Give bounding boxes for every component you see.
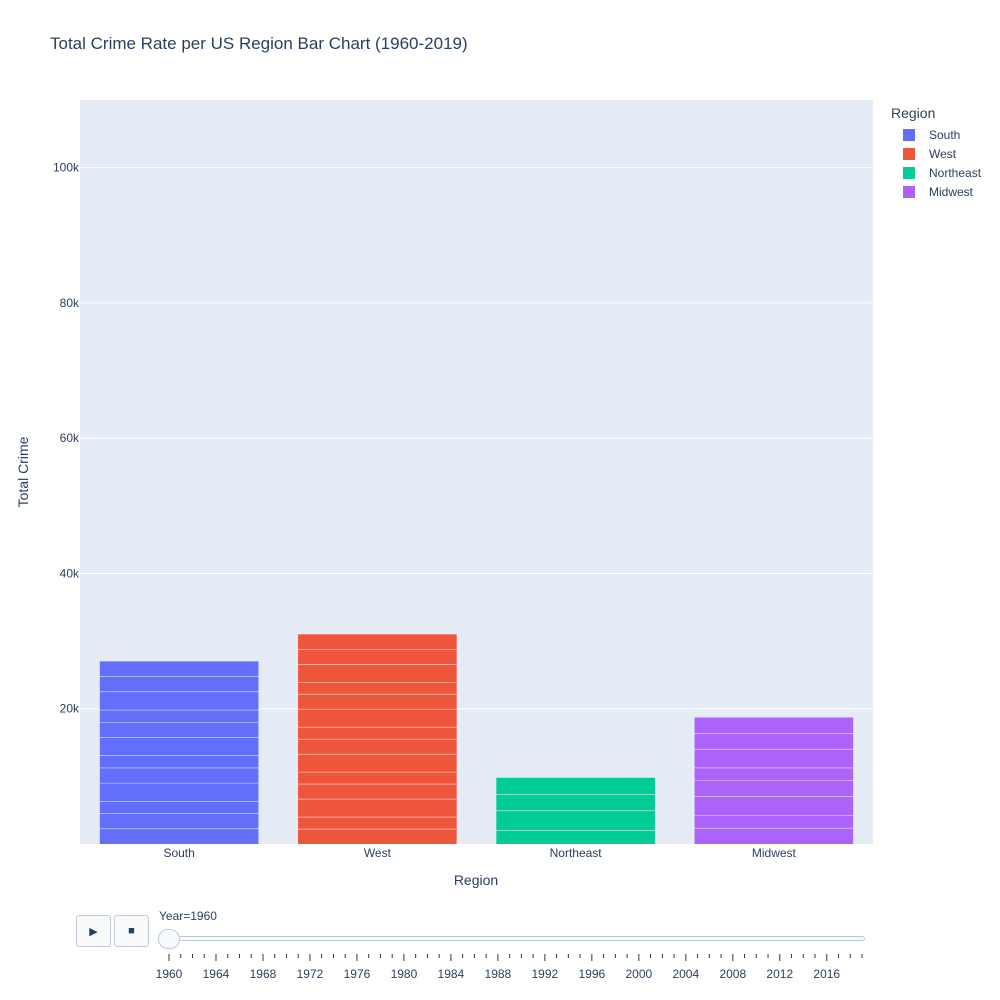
- bar-south[interactable]: [99, 661, 259, 844]
- bar[interactable]: [99, 661, 259, 844]
- legend-item-northeast[interactable]: Northeast: [891, 163, 981, 182]
- play-button[interactable]: ▶: [76, 915, 111, 947]
- slider-tick-label: 1964: [203, 967, 230, 981]
- play-icon: ▶: [89, 925, 98, 938]
- slider-tick-label: 1968: [250, 967, 277, 981]
- legend-label: West: [929, 146, 957, 161]
- slider-tick-label: 1960: [156, 967, 183, 981]
- legend-swatch: [903, 166, 915, 179]
- slider-tick-label: 2016: [813, 967, 840, 981]
- slider-tick-label: 1984: [438, 967, 465, 981]
- bar-west[interactable]: [298, 634, 457, 844]
- slider-tick-label: 1972: [297, 967, 324, 981]
- slider-tick-label: 1980: [391, 967, 418, 981]
- legend-item-west[interactable]: West: [891, 144, 981, 163]
- year-slider-handle[interactable]: [158, 929, 180, 949]
- slider-tick-label: 2008: [719, 967, 746, 981]
- legend-item-south[interactable]: South: [891, 125, 981, 144]
- y-axis-label: Total Crime: [15, 436, 31, 507]
- legend-swatch: [903, 185, 915, 198]
- slider-tick-label: 2012: [766, 967, 793, 981]
- chart-title: Total Crime Rate per US Region Bar Chart…: [50, 34, 468, 53]
- slider-tick-label: 1996: [578, 967, 605, 981]
- stop-button[interactable]: ■: [114, 915, 149, 947]
- y-tick-label: 80k: [60, 296, 80, 310]
- x-tick-label: Midwest: [752, 846, 797, 860]
- slider-tick-label: 1976: [344, 967, 371, 981]
- y-tick-label: 60k: [60, 431, 80, 445]
- legend-label: South: [929, 127, 961, 142]
- legend: Region South West Northeast Midwest: [891, 105, 981, 201]
- legend-swatch: [903, 147, 915, 160]
- x-axis-label: Region: [454, 872, 498, 888]
- y-tick-label: 20k: [60, 702, 80, 716]
- y-tick-label: 100k: [53, 161, 80, 175]
- slider-tick-label: 1992: [532, 967, 559, 981]
- legend-item-midwest[interactable]: Midwest: [891, 182, 981, 201]
- legend-label: Northeast: [929, 165, 982, 180]
- x-tick-label: West: [364, 846, 392, 860]
- slider-tick-label: 2004: [672, 967, 699, 981]
- y-tick-label: 40k: [60, 566, 80, 580]
- stop-icon: ■: [128, 925, 135, 937]
- slider-tick-label: 1988: [485, 967, 512, 981]
- slider-tick-label: 2000: [625, 967, 652, 981]
- year-slider-rail[interactable]: [169, 936, 865, 941]
- legend-title: Region: [891, 105, 936, 121]
- legend-swatch: [903, 128, 915, 141]
- legend-label: Midwest: [929, 184, 974, 199]
- x-tick-label: Northeast: [550, 846, 603, 860]
- bar-northeast[interactable]: [496, 777, 655, 844]
- bar-midwest[interactable]: [694, 717, 854, 844]
- slider-current-value: Year=1960: [159, 909, 217, 923]
- x-tick-label: South: [163, 846, 194, 860]
